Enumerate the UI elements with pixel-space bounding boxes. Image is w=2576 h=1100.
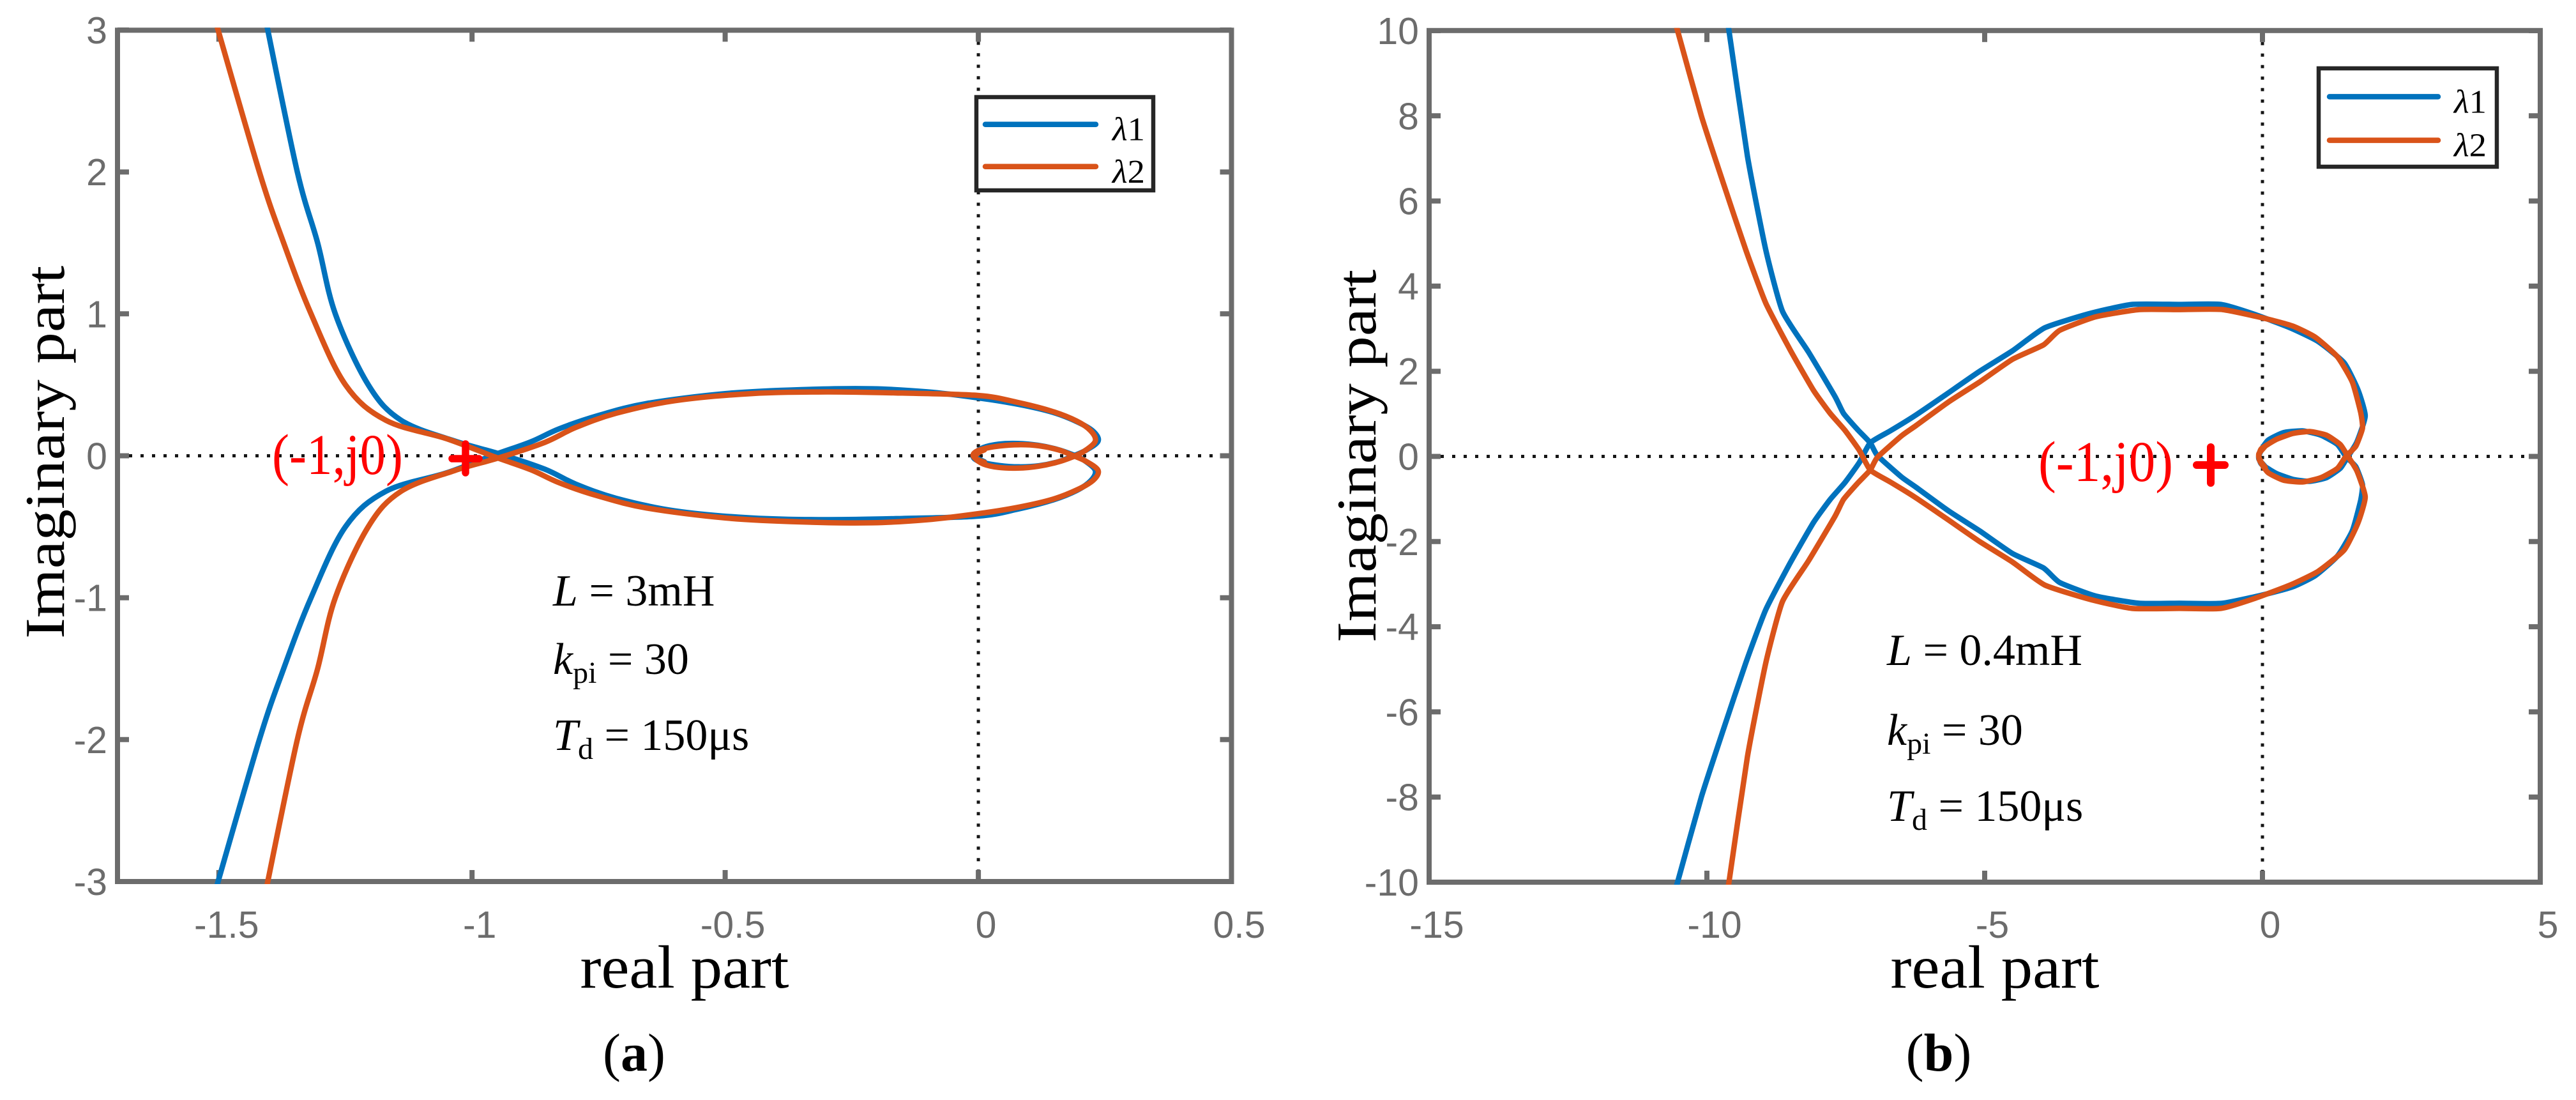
svg-text:(-1,j0): (-1,j0) (2038, 431, 2173, 494)
svg-text:L = 0.4mH: L = 0.4mH (1886, 626, 2082, 675)
svg-text:-1.5: -1.5 (194, 904, 259, 946)
svg-text:λ2: λ2 (2453, 128, 2487, 164)
svg-text:real part: real part (1891, 933, 2100, 1001)
svg-text:3: 3 (86, 10, 107, 52)
svg-text:-2: -2 (1386, 521, 1419, 563)
svg-text:1: 1 (86, 293, 107, 335)
svg-text:(a): (a) (603, 1023, 665, 1083)
svg-text:6: 6 (1398, 181, 1419, 223)
svg-text:-2: -2 (74, 719, 107, 761)
svg-text:0.5: 0.5 (1213, 904, 1265, 946)
svg-text:L = 3mH: L = 3mH (552, 567, 715, 616)
svg-text:0: 0 (1398, 436, 1419, 478)
svg-text:-4: -4 (1386, 606, 1419, 648)
svg-text:Td = 150μs: Td = 150μs (1887, 782, 2083, 837)
svg-text:4: 4 (1398, 266, 1419, 308)
svg-text:0: 0 (2260, 904, 2281, 946)
svg-text:-6: -6 (1386, 691, 1419, 733)
svg-text:(b): (b) (1906, 1023, 1972, 1083)
svg-text:-10: -10 (1365, 862, 1419, 904)
svg-text:λ1: λ1 (2453, 84, 2487, 120)
svg-text:2: 2 (86, 151, 107, 194)
svg-text:-8: -8 (1386, 777, 1419, 819)
svg-text:Imaginary part: Imaginary part (1326, 270, 1388, 643)
svg-text:-1: -1 (463, 904, 496, 946)
svg-text:10: 10 (1377, 10, 1419, 52)
svg-text:real part: real part (580, 933, 789, 1001)
svg-text:-10: -10 (1687, 904, 1741, 946)
svg-text:-1: -1 (74, 577, 107, 620)
svg-text:-0.5: -0.5 (701, 904, 766, 946)
svg-text:kpi = 30: kpi = 30 (553, 635, 689, 690)
svg-text:0: 0 (86, 436, 107, 478)
svg-text:-5: -5 (1976, 904, 2009, 946)
svg-text:0: 0 (976, 904, 997, 946)
svg-text:8: 8 (1398, 95, 1419, 137)
svg-text:λ2: λ2 (1111, 154, 1145, 190)
svg-text:(-1,j0): (-1,j0) (272, 424, 403, 487)
svg-text:-3: -3 (74, 861, 107, 903)
svg-text:kpi = 30: kpi = 30 (1887, 706, 2023, 761)
svg-text:λ1: λ1 (1111, 112, 1145, 148)
svg-text:2: 2 (1398, 351, 1419, 393)
svg-text:Imaginary part: Imaginary part (15, 266, 77, 639)
svg-text:-15: -15 (1409, 904, 1464, 946)
svg-text:5: 5 (2538, 904, 2559, 946)
svg-text:Td = 150μs: Td = 150μs (553, 711, 749, 766)
